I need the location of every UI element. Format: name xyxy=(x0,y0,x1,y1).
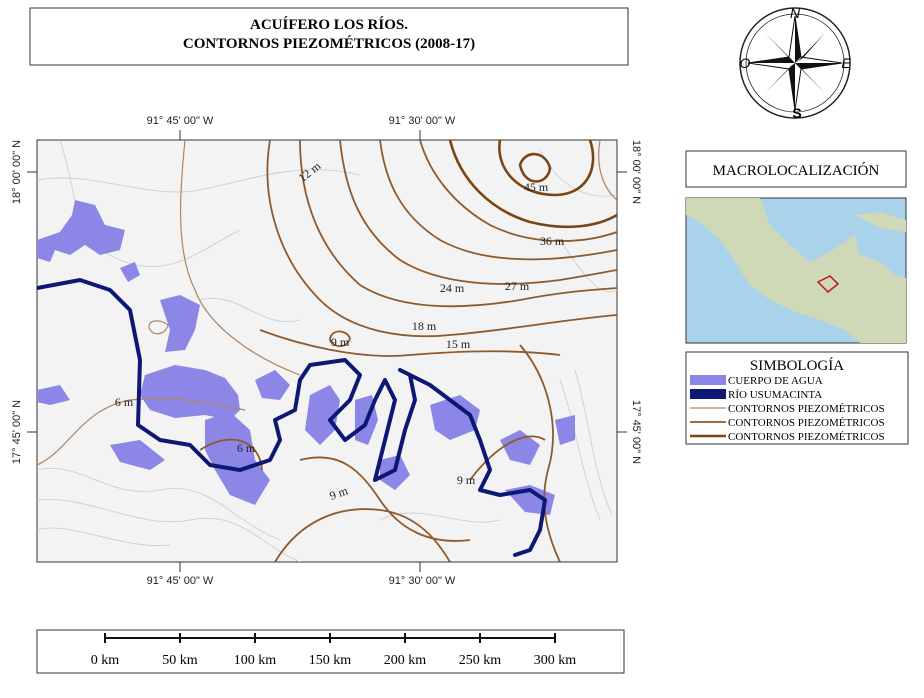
legend-item: CONTORNOS PIEZOMÉTRICOS xyxy=(728,403,885,415)
scale-label: 200 km xyxy=(384,653,427,668)
main-map: 12 m 45 m 36 m 24 m 27 m 18 m 15 m 9 m 6… xyxy=(11,115,642,587)
legend-item: RÍO USUMACINTA xyxy=(728,389,822,401)
coord-label: 18° 00' 00" N xyxy=(11,140,23,204)
contour-label: 15 m xyxy=(446,337,471,351)
contour-label: 9 m xyxy=(457,473,476,487)
contour-label: 24 m xyxy=(440,281,465,295)
contour-label: 27 m xyxy=(505,279,530,293)
contour-label: 6 m xyxy=(237,441,256,455)
scale-label: 150 km xyxy=(309,653,352,668)
legend-item: CUERPO DE AGUA xyxy=(728,375,823,387)
scale-label: 300 km xyxy=(534,653,577,668)
contour-label: 45 m xyxy=(524,180,549,194)
compass-north: N xyxy=(790,5,801,21)
macro-title: MACROLOCALIZACIÓN xyxy=(713,162,880,179)
contour-label: 18 m xyxy=(412,319,437,333)
contour-label: 9 m xyxy=(331,335,350,349)
contour-label: 9 m xyxy=(328,483,351,503)
compass: N O E S xyxy=(739,5,851,121)
scale-label: 0 km xyxy=(91,653,120,668)
compass-south: S xyxy=(792,105,801,121)
coord-label: 91° 30' 00" W xyxy=(389,575,456,587)
scale-ticks: 0 km 50 km 100 km 150 km 200 km 250 km 300 km xyxy=(91,633,577,668)
title-box xyxy=(29,7,629,66)
legend-item: CONTORNOS PIEZOMÉTRICOS xyxy=(728,431,885,443)
compass-west: O xyxy=(740,55,751,71)
coord-label: 17° 45' 00" N xyxy=(630,400,642,464)
coord-label: 91° 45' 00" W xyxy=(147,115,214,127)
coord-label: 91° 30' 00" W xyxy=(389,115,456,127)
title-line2: CONTORNOS PIEZOMÉTRICOS (2008-17) xyxy=(183,35,475,52)
macro-title-box xyxy=(685,150,907,188)
scale-label: 50 km xyxy=(162,653,198,668)
coord-label: 91° 45' 00" W xyxy=(147,575,214,587)
contour-label: 6 m xyxy=(115,395,134,409)
contour-label: 36 m xyxy=(540,234,565,248)
legend-item: CONTORNOS PIEZOMÉTRICOS xyxy=(728,417,885,429)
scale-label: 250 km xyxy=(459,653,502,668)
legend-title: SIMBOLOGÍA xyxy=(750,357,844,374)
coord-label: 17° 45' 00" N xyxy=(11,400,23,464)
title-line1: ACUÍFERO LOS RÍOS. xyxy=(250,16,408,33)
compass-east: E xyxy=(841,55,851,71)
coord-label: 18° 00' 00" N xyxy=(630,140,642,204)
inset-map xyxy=(685,197,907,344)
scale-label: 100 km xyxy=(234,653,277,668)
legend-swatch xyxy=(690,389,726,399)
legend-swatch xyxy=(690,375,726,385)
